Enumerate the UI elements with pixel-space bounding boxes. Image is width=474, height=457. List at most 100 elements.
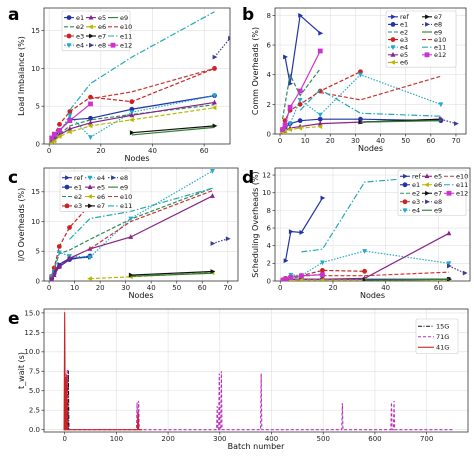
- legend-marker: [424, 52, 430, 58]
- legend-marker: [424, 173, 430, 179]
- legend-marker: [66, 33, 72, 39]
- data-point: [57, 128, 62, 133]
- legend-marker: [425, 14, 430, 20]
- series-line-e3: [51, 67, 215, 143]
- series-line-e6: [51, 107, 215, 144]
- legend-item-ref: ref: [62, 174, 84, 182]
- data-point: [446, 230, 452, 236]
- y-tick-label: 4: [267, 71, 272, 79]
- series-line-e11: [69, 11, 215, 111]
- legend-item-15G: 15G: [418, 323, 449, 331]
- series-line-ref: [284, 197, 323, 261]
- data-point: [87, 123, 93, 129]
- data-point: [57, 121, 62, 127]
- data-point: [128, 272, 134, 278]
- data-point: [48, 140, 54, 144]
- series-line-e9: [130, 272, 213, 277]
- legend-label: 15G: [436, 323, 449, 331]
- series-line-e4: [51, 95, 215, 143]
- legend-item-e9: e9: [108, 14, 128, 22]
- data-point: [287, 104, 293, 110]
- legend-label: 41G: [436, 344, 449, 352]
- legend-box: [59, 170, 132, 212]
- data-point: [129, 112, 135, 118]
- legend-label: e9: [434, 207, 442, 215]
- series-e10: [89, 190, 213, 250]
- legend-label: e4: [412, 207, 420, 215]
- plot-area: [49, 169, 231, 281]
- legend-item-e10: e10: [422, 36, 446, 44]
- panel-d: d 0 20 40 60 0 2 4 6 8 10 12 Nodes Scheduling Overhea…: [242, 167, 471, 300]
- x-tick-label: 60: [198, 284, 207, 292]
- legend-label: e4: [97, 174, 105, 182]
- x-tick-label: 10: [301, 137, 310, 145]
- y-tick-label: 0: [267, 130, 271, 138]
- legend-marker: [87, 175, 93, 181]
- series-e9: [364, 278, 449, 281]
- legend-label: e8: [98, 42, 106, 50]
- data-point: [283, 276, 288, 281]
- legend-marker: [88, 14, 94, 20]
- legend-label: e7: [434, 13, 442, 21]
- x-tick-label: 20: [329, 284, 338, 292]
- legend-marker: [403, 173, 408, 179]
- legend-item-e1: e1: [388, 21, 408, 29]
- series-e8: [212, 35, 230, 60]
- legend-label: e10: [120, 193, 132, 201]
- series-e9: [360, 120, 441, 123]
- legend-label: e1: [76, 14, 84, 22]
- legend-label: e6: [97, 193, 105, 201]
- legend-label: e8: [120, 174, 128, 182]
- legend-label: e3: [74, 202, 82, 210]
- legend-label: e7: [434, 190, 442, 198]
- legend-label: e2: [412, 190, 420, 198]
- legend-label: e5: [400, 51, 408, 59]
- y-tick-label: 5: [36, 103, 40, 111]
- series-line-e10: [90, 67, 215, 100]
- data-point: [299, 230, 305, 235]
- data-point: [358, 72, 363, 78]
- legend-marker: [390, 37, 396, 42]
- data-point: [297, 118, 303, 124]
- legend-item-e2: e2: [388, 28, 408, 36]
- legend-label: e8: [434, 21, 442, 29]
- plot-frame: [43, 7, 231, 145]
- series-line-71G: [64, 368, 453, 431]
- y-tick-label: 0.0: [29, 426, 40, 434]
- legend-item-e5: e5: [422, 173, 442, 181]
- legend-label: e7: [97, 202, 105, 210]
- data-point: [446, 263, 452, 269]
- legend-marker: [89, 33, 94, 39]
- data-point: [67, 118, 73, 123]
- x-tick-label: 0: [278, 284, 282, 292]
- data-point: [67, 113, 73, 119]
- data-point: [287, 127, 292, 132]
- x-tick-label: 100: [110, 435, 123, 443]
- y-tick-label: 15.0: [24, 309, 40, 317]
- data-point: [87, 255, 93, 261]
- legend-item-e8: e8: [422, 21, 442, 29]
- legend-marker: [64, 184, 70, 190]
- legend-label: e3: [400, 36, 408, 44]
- y-tick-label: 8: [267, 12, 271, 20]
- series-e3: [49, 202, 93, 279]
- legend-item-e7: e7: [86, 32, 106, 40]
- data-point: [88, 101, 93, 107]
- legend-label: e10: [120, 23, 132, 31]
- series-line-e7: [130, 270, 213, 276]
- legend-marker: [425, 22, 430, 27]
- legend-marker: [391, 14, 396, 20]
- series-ref: [283, 195, 326, 264]
- legend-label: e11: [456, 181, 468, 189]
- y-tick-label: 2.5: [29, 407, 40, 415]
- legend-item-e9: e9: [422, 28, 442, 36]
- data-point: [51, 272, 57, 277]
- legend-label: e3: [76, 32, 84, 40]
- y-axis-label: I/O Overheads (%): [17, 188, 26, 262]
- legend-label: e9: [120, 183, 128, 191]
- legend-item-e9: e9: [108, 183, 128, 191]
- data-point: [67, 126, 73, 131]
- legend-label: 71G: [436, 333, 449, 341]
- legend-label: e6: [400, 59, 408, 67]
